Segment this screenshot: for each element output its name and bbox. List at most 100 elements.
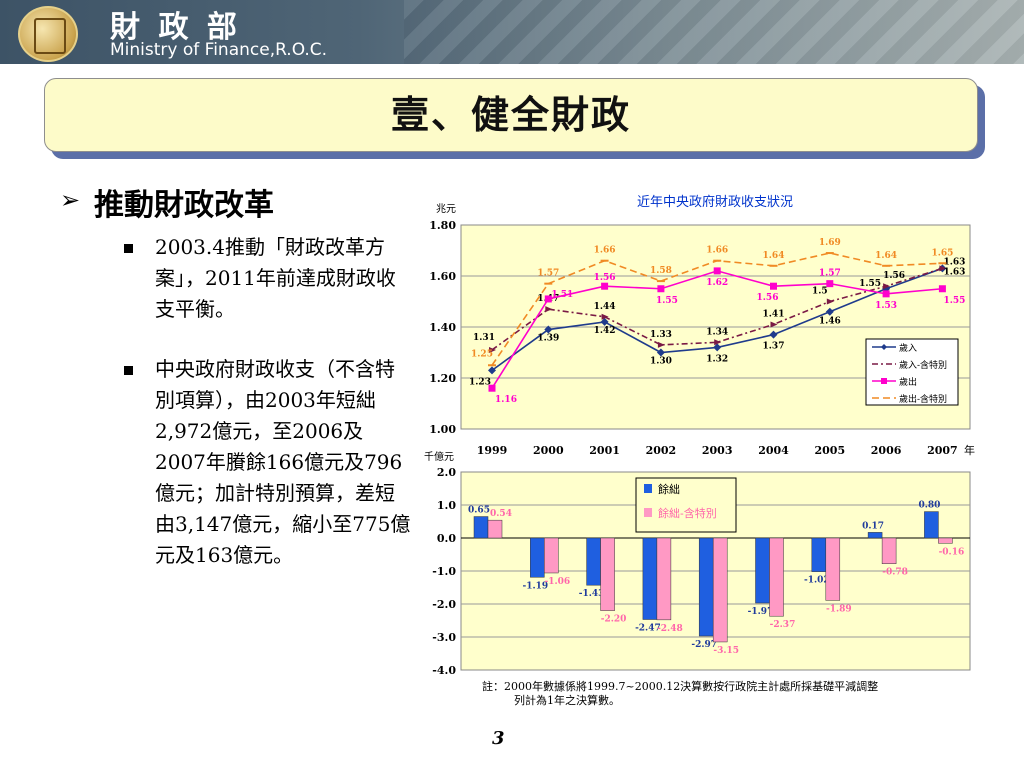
line-point [769, 330, 778, 339]
bar-data-label: 0.80 [918, 501, 940, 511]
bar-y-tick-label: -1.0 [432, 565, 456, 578]
bar-data-label: -2.37 [770, 620, 796, 630]
bar-y-tick-label: -3.0 [432, 631, 456, 644]
line-point [544, 325, 553, 334]
line-point [770, 282, 777, 290]
bullet-text-1: 2003.4推動「財政改革方案」，2011年前達成財政收支平衡。 [155, 235, 396, 321]
bar [825, 537, 841, 601]
bar-data-label: -0.16 [939, 547, 965, 557]
square-bullet-icon [124, 366, 133, 375]
line-data-label: 1.57 [819, 269, 841, 279]
bar-data-label: -1.19 [522, 581, 548, 591]
bar [867, 532, 883, 539]
bar [769, 537, 784, 617]
section-heading: 推動財政改革 [94, 188, 274, 223]
line-data-label: 1.58 [650, 266, 672, 276]
ministry-logo-icon [18, 6, 78, 62]
bar [755, 537, 770, 604]
line-point [939, 265, 947, 272]
line-y-tick-label: 1.40 [429, 321, 456, 334]
line-data-label: 1.55 [943, 296, 965, 306]
bar [881, 537, 897, 564]
bar-data-label: -1.89 [826, 604, 852, 614]
legend-swatch [644, 484, 652, 493]
footnote-line-2: 列計為1年之決算數。 [514, 693, 620, 707]
line-point [826, 298, 834, 305]
line-data-label: 1.33 [650, 330, 672, 340]
line-data-label: 1.66 [706, 246, 728, 256]
bar [712, 537, 728, 643]
line-chart-title: 近年中央政府財政收支狀況 [637, 195, 793, 210]
line-legend [865, 338, 959, 406]
line-data-label: 1.57 [537, 269, 559, 279]
line-y-tick-label: 1.20 [429, 372, 456, 385]
bar-y-tick-label: 0.0 [437, 532, 456, 545]
bar-data-label: -1.06 [544, 577, 570, 587]
line-point [826, 280, 834, 288]
org-name-chinese: 財 政 部 [110, 10, 241, 45]
line-point [882, 290, 890, 298]
x-tick-label: 2000 [533, 444, 564, 457]
line-data-label: 1.39 [537, 334, 559, 344]
x-tick-label: 2003 [702, 444, 733, 457]
line-data-label: 1.5 [812, 287, 828, 297]
x-tick-label: 2005 [814, 444, 845, 457]
footnote-line-1: 註：2000年數據係將1999.7~2000.12決算數按行政院主計處所採基礎平… [482, 679, 878, 693]
line-point [601, 282, 609, 290]
coins-background [404, 0, 1024, 64]
line-data-label: 1.66 [594, 246, 616, 256]
line-data-label: 1.65 [931, 248, 953, 258]
bar [600, 537, 615, 611]
line-y-tick-label: 1.00 [429, 423, 456, 436]
line-data-label: 1.31 [473, 333, 495, 343]
bar [473, 516, 489, 539]
line-data-label: 1.62 [706, 278, 728, 288]
line-point [714, 339, 722, 346]
line-data-label: 1.53 [875, 301, 897, 311]
bar-y-tick-label: -2.0 [432, 598, 456, 611]
line-point [657, 285, 665, 293]
bar [811, 537, 827, 572]
bar-y-tick-label: -4.0 [432, 664, 456, 677]
line-data-label: 1.25 [471, 349, 493, 359]
bar-y-tick-label: 1.0 [437, 499, 456, 512]
line-point [489, 346, 496, 353]
arrow-bullet-icon: ➢ [60, 186, 81, 214]
header-banner: 財 政 部 Ministry of Finance,R.O.C. [0, 0, 1024, 64]
legend-label: 歲入 [899, 342, 917, 354]
line-point [545, 306, 553, 313]
bar-data-label: -3.15 [713, 646, 739, 656]
line-data-label: 1.55 [859, 279, 881, 289]
line-data-label: 1.56 [594, 273, 616, 283]
bar-chart-y-unit: 千億元 [424, 450, 454, 463]
bar-data-label: -2.20 [601, 615, 627, 625]
bullet-text-2: 中央政府財政收支（不含特別項算），由2003年短絀2,972億元，至2006及2… [155, 357, 411, 567]
bar-data-label: 0.17 [862, 521, 884, 531]
bar-data-label: 0.65 [468, 506, 490, 516]
line-data-label: 1.37 [763, 342, 785, 352]
bar [656, 537, 672, 621]
line-data-label: 1.23 [469, 377, 491, 387]
bar-data-label: -2.97 [691, 640, 717, 650]
bar-data-label: -1.97 [748, 607, 774, 617]
line-point [770, 321, 778, 328]
line-data-label: 1.16 [495, 395, 517, 405]
square-bullet-icon [124, 244, 133, 253]
bar-data-label: -2.47 [635, 624, 661, 634]
line-data-label: 1.41 [763, 309, 785, 319]
line-chart-y-unit: 兆元 [436, 203, 456, 215]
x-tick-label: 2002 [646, 444, 677, 457]
legend-label: 餘絀 [658, 482, 680, 496]
line-point [657, 341, 665, 348]
line-point [825, 307, 834, 316]
line-point [600, 317, 609, 326]
line-point [488, 384, 496, 392]
line-data-label: 1.46 [819, 317, 841, 327]
x-tick-label: 1999 [477, 444, 508, 457]
line-point [656, 348, 665, 357]
bar-data-label: -2.48 [657, 624, 683, 634]
bar [924, 511, 939, 539]
legend-label: 歲入-含特別 [899, 359, 947, 371]
line-point [713, 343, 722, 352]
line-point [883, 283, 891, 290]
